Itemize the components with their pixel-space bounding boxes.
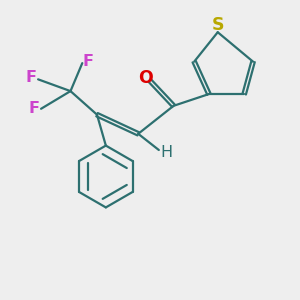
Text: S: S — [212, 16, 224, 34]
Text: F: F — [25, 70, 36, 86]
Text: F: F — [28, 101, 39, 116]
Text: O: O — [138, 69, 153, 87]
Text: H: H — [160, 146, 172, 160]
Text: F: F — [83, 54, 94, 69]
